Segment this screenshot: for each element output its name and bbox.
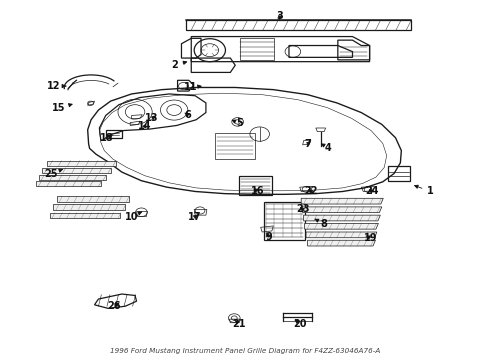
Polygon shape xyxy=(39,175,106,180)
Polygon shape xyxy=(53,204,125,210)
Polygon shape xyxy=(306,232,377,238)
Text: 11: 11 xyxy=(184,82,201,93)
Text: 26: 26 xyxy=(107,301,121,311)
Text: 20: 20 xyxy=(293,319,306,329)
Text: 3: 3 xyxy=(277,11,284,21)
Text: 12: 12 xyxy=(47,81,66,91)
Text: 7: 7 xyxy=(304,139,311,149)
Text: 25: 25 xyxy=(44,168,63,179)
Text: 17: 17 xyxy=(189,212,202,221)
Polygon shape xyxy=(42,168,111,173)
Polygon shape xyxy=(47,161,116,166)
Text: 23: 23 xyxy=(296,204,309,215)
Text: 4: 4 xyxy=(321,143,331,153)
Text: 13: 13 xyxy=(146,113,159,123)
Polygon shape xyxy=(305,224,378,229)
Text: 24: 24 xyxy=(365,186,379,197)
Text: 18: 18 xyxy=(100,133,114,143)
Text: 19: 19 xyxy=(364,233,378,243)
Polygon shape xyxy=(49,213,121,219)
Text: 21: 21 xyxy=(232,319,246,329)
Text: 22: 22 xyxy=(304,186,318,197)
Polygon shape xyxy=(57,196,129,202)
Text: 5: 5 xyxy=(232,118,243,128)
Polygon shape xyxy=(301,198,383,204)
Text: 15: 15 xyxy=(51,103,72,113)
Text: 16: 16 xyxy=(250,186,264,197)
Text: 14: 14 xyxy=(138,121,151,131)
Text: 8: 8 xyxy=(315,219,328,229)
Text: 9: 9 xyxy=(265,232,272,242)
Polygon shape xyxy=(304,215,380,221)
Text: 2: 2 xyxy=(171,60,187,70)
Polygon shape xyxy=(308,240,375,246)
Text: 6: 6 xyxy=(184,110,191,120)
Text: 10: 10 xyxy=(125,212,142,221)
Text: 1996 Ford Mustang Instrument Panel Grille Diagram for F4ZZ-63046A76-A: 1996 Ford Mustang Instrument Panel Grill… xyxy=(110,348,380,355)
Polygon shape xyxy=(36,181,101,186)
Text: 1: 1 xyxy=(415,185,434,197)
Polygon shape xyxy=(303,207,382,213)
